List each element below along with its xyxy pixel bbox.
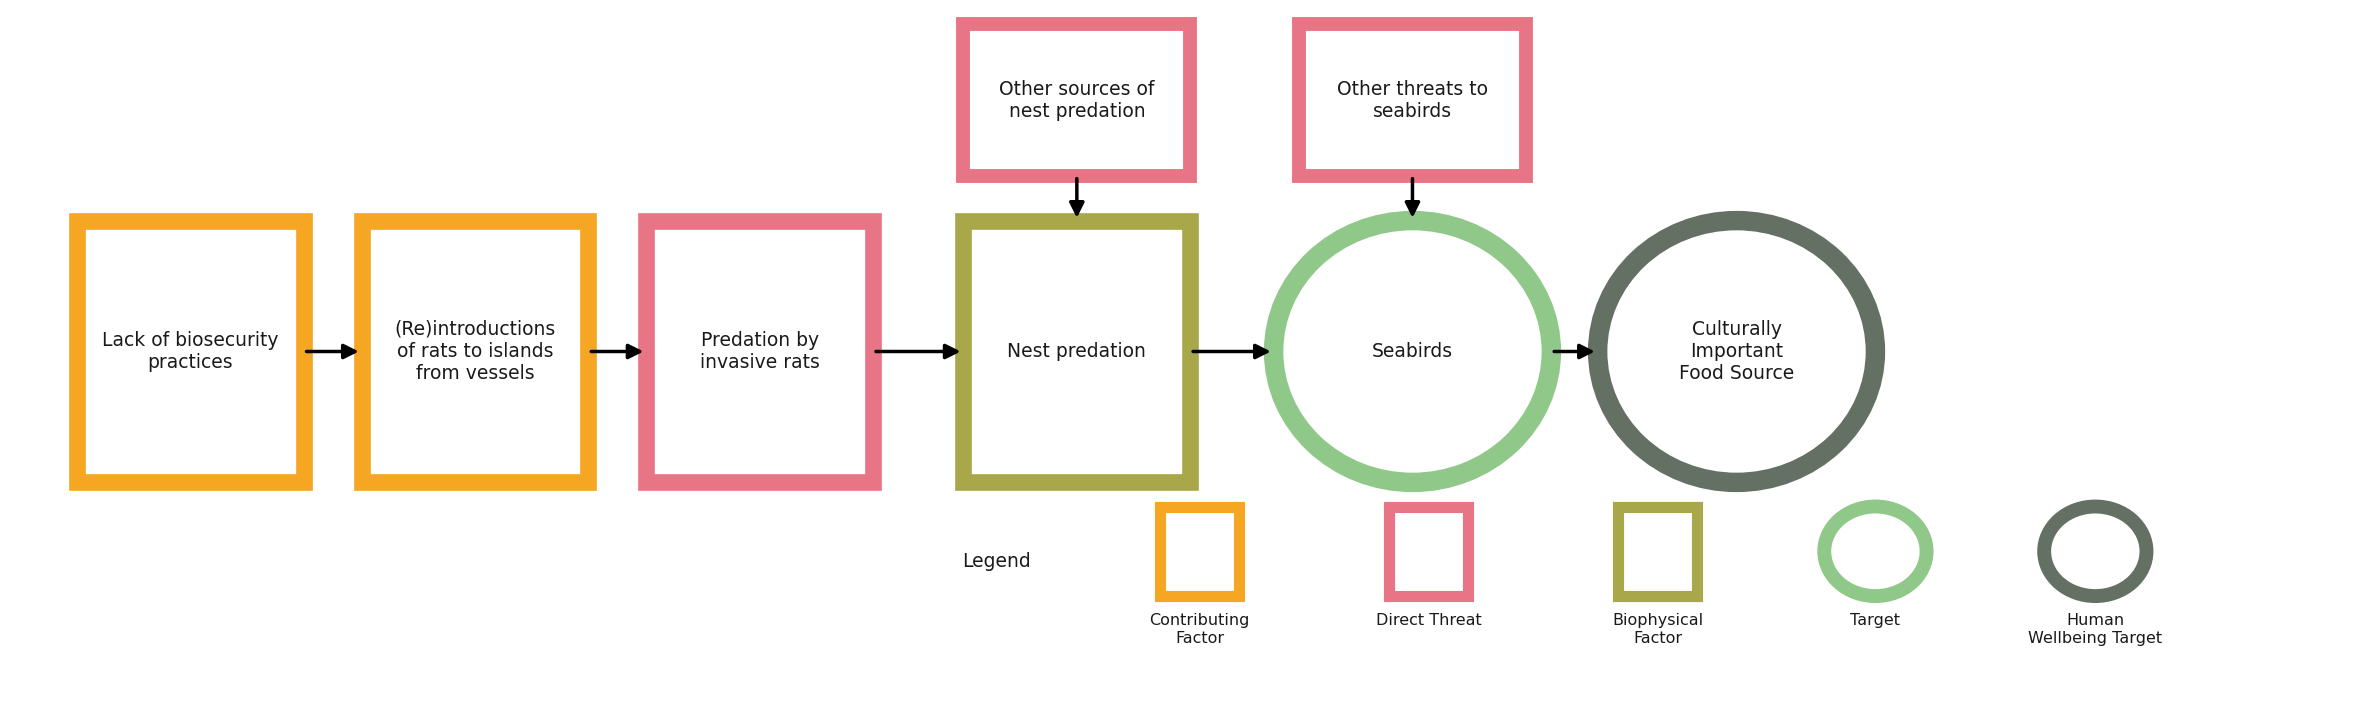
FancyBboxPatch shape — [964, 221, 1190, 482]
Text: Predation by
invasive rats: Predation by invasive rats — [699, 331, 820, 372]
FancyBboxPatch shape — [964, 24, 1190, 176]
Ellipse shape — [1823, 506, 1927, 596]
Ellipse shape — [1273, 221, 1552, 482]
FancyBboxPatch shape — [647, 221, 874, 482]
Text: Other sources of
nest predation: Other sources of nest predation — [999, 79, 1155, 120]
Text: Contributing
Factor: Contributing Factor — [1150, 613, 1249, 645]
Text: Human
Wellbeing Target: Human Wellbeing Target — [2029, 613, 2161, 645]
Text: Seabirds: Seabirds — [1372, 342, 1453, 361]
FancyBboxPatch shape — [361, 221, 588, 482]
Ellipse shape — [2043, 506, 2147, 596]
Text: Target: Target — [1849, 613, 1901, 628]
Text: Lack of biosecurity
practices: Lack of biosecurity practices — [102, 331, 279, 372]
FancyBboxPatch shape — [1160, 506, 1240, 596]
Text: (Re)introductions
of rats to islands
from vessels: (Re)introductions of rats to islands fro… — [394, 320, 555, 383]
FancyBboxPatch shape — [1299, 24, 1526, 176]
Text: Biophysical
Factor: Biophysical Factor — [1613, 613, 1703, 645]
Text: Other threats to
seabirds: Other threats to seabirds — [1337, 79, 1488, 120]
FancyBboxPatch shape — [1618, 506, 1698, 596]
Ellipse shape — [1597, 221, 1875, 482]
Text: Legend: Legend — [961, 552, 1030, 571]
Text: Nest predation: Nest predation — [1009, 342, 1146, 361]
Text: Culturally
Important
Food Source: Culturally Important Food Source — [1679, 320, 1795, 383]
FancyBboxPatch shape — [1389, 506, 1469, 596]
FancyBboxPatch shape — [78, 221, 305, 482]
Text: Direct Threat: Direct Threat — [1375, 613, 1481, 628]
